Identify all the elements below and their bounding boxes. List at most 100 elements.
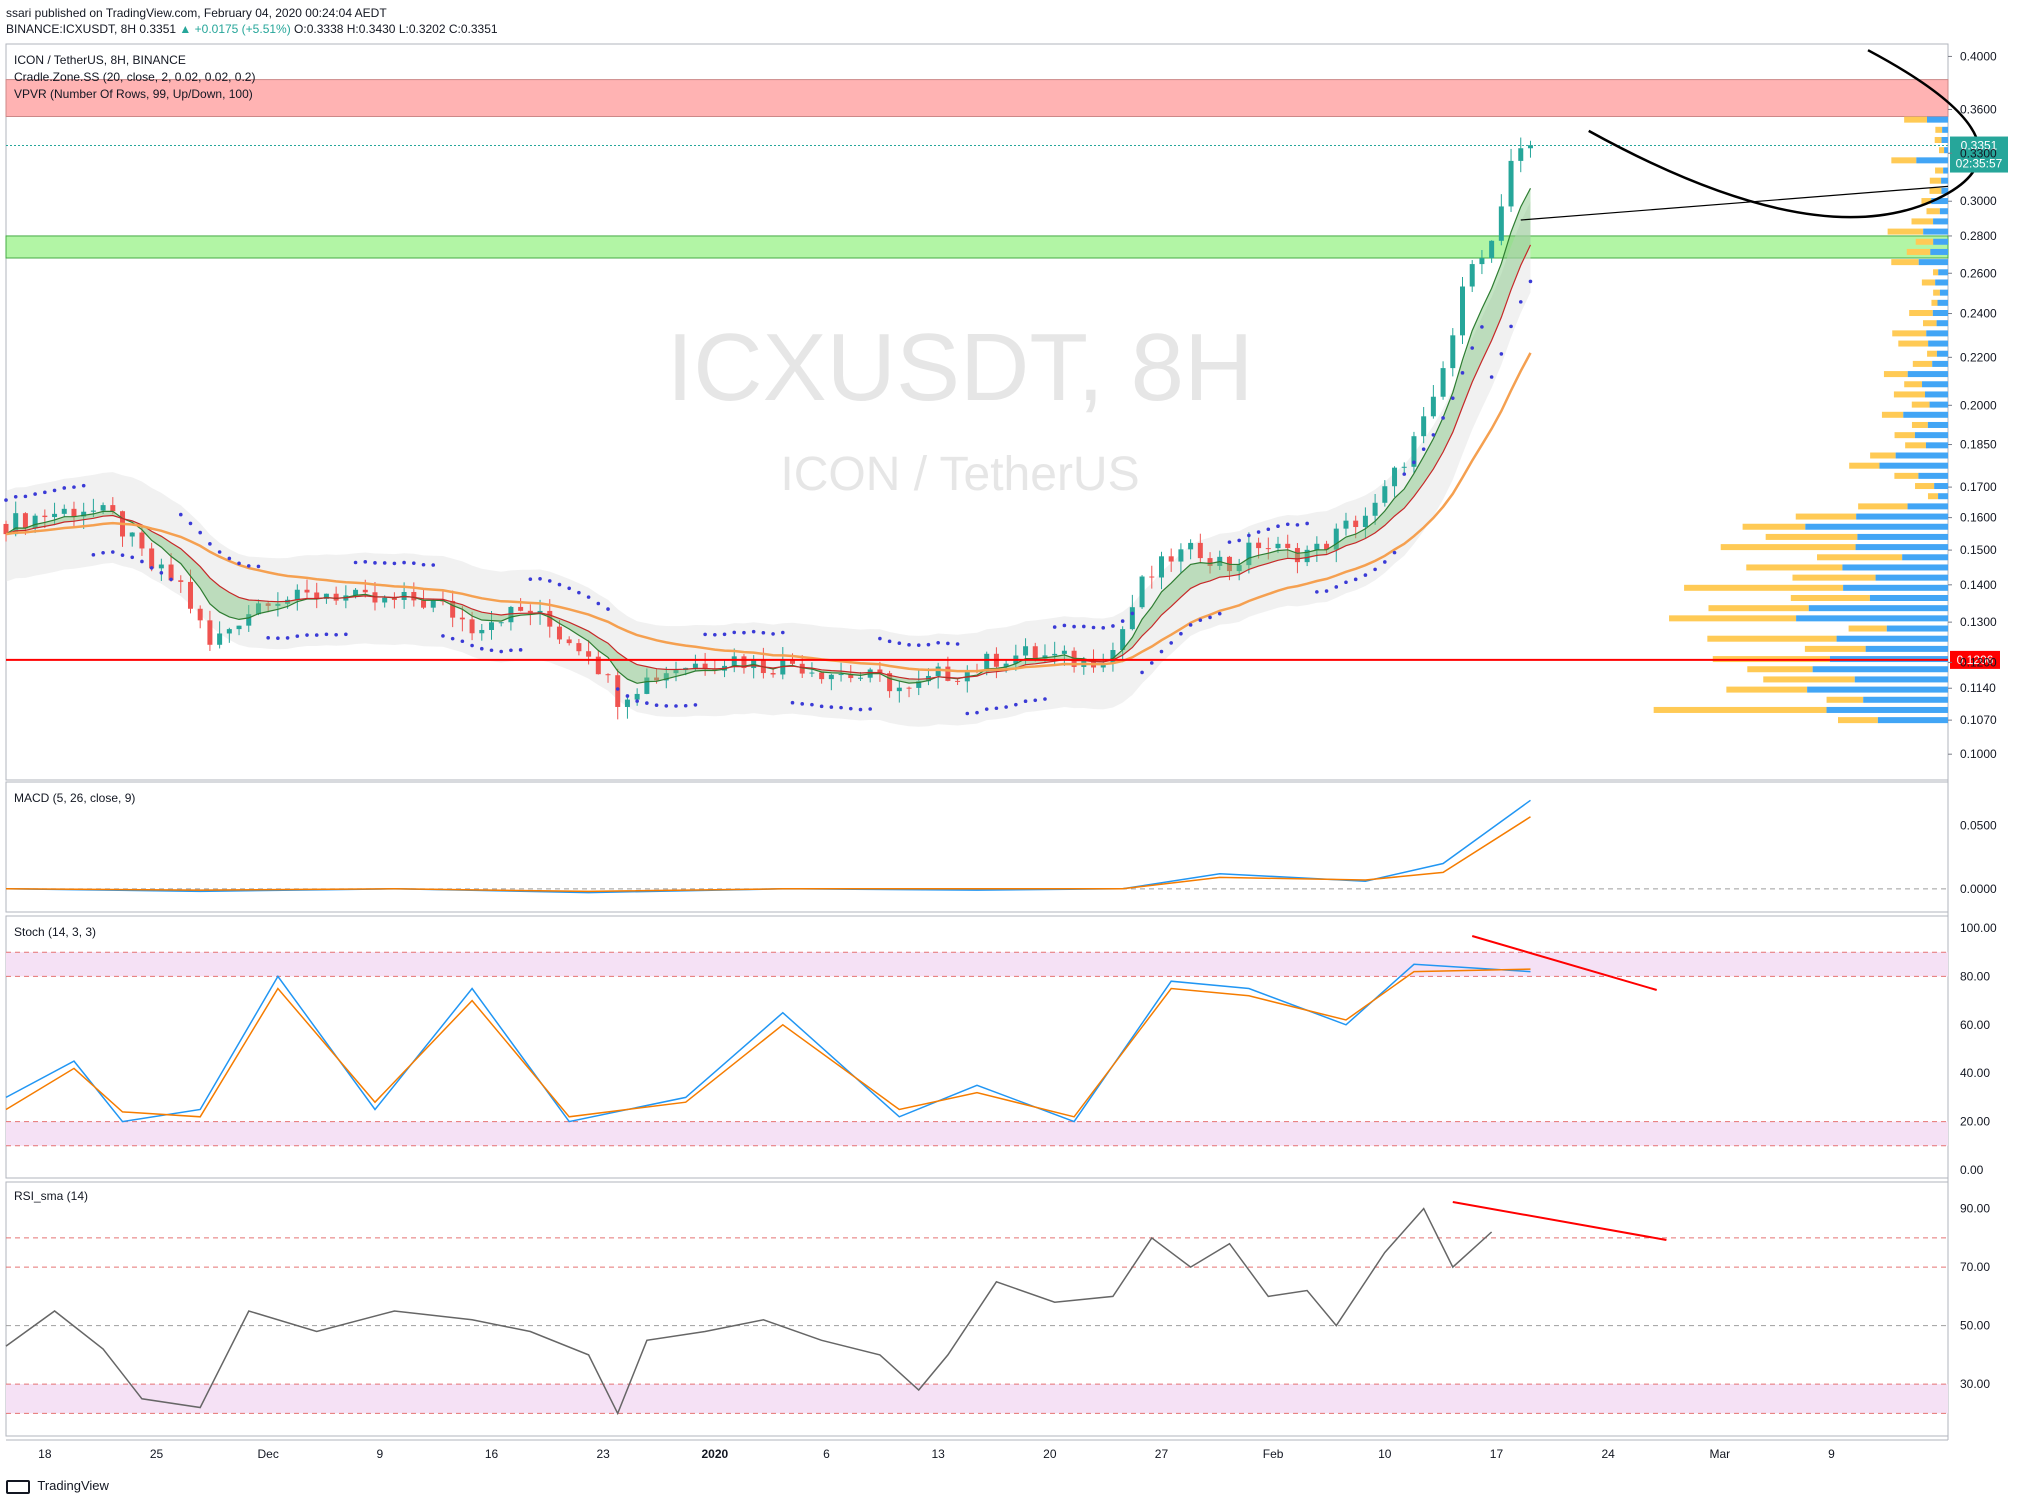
vp-bar-up — [1942, 126, 1948, 133]
psar-dot — [1344, 580, 1348, 585]
vp-bar-down — [1838, 717, 1878, 724]
psar-dot — [363, 560, 368, 564]
x-tick-label: 9 — [1828, 1447, 1835, 1461]
vp-bar-down — [1858, 503, 1908, 510]
sub-y-tick-label: 100.00 — [1960, 921, 1997, 935]
vp-bar-down — [1894, 432, 1915, 439]
vp-bar-down — [1887, 228, 1924, 235]
psar-dot — [130, 555, 135, 560]
psar-dot — [1509, 324, 1513, 329]
vp-bar-up — [1932, 310, 1948, 317]
ob-zone-2 — [6, 952, 1948, 977]
vp-bar-down — [1905, 442, 1926, 449]
candle-body — [265, 603, 271, 606]
candle-body — [518, 606, 524, 611]
psar-dot — [1276, 524, 1280, 528]
x-tick-label: 23 — [596, 1447, 610, 1461]
candle-body — [304, 589, 310, 593]
candle-body — [586, 651, 592, 657]
candle-body — [479, 629, 485, 634]
vp-bar-up — [1926, 330, 1948, 337]
psar-dot — [926, 642, 931, 647]
psar-dot — [324, 632, 329, 637]
psar-dot — [771, 632, 775, 636]
vp-bar-down — [1911, 218, 1934, 225]
rsi-legend: RSI_sma (14) — [14, 1189, 89, 1203]
y-tick-label: 0.2400 — [1960, 307, 1997, 321]
candle-body — [741, 656, 747, 669]
y-tick-label: 0.1070 — [1960, 713, 1997, 727]
vp-bar-up — [1922, 381, 1948, 388]
candle-body — [1178, 549, 1184, 562]
candle-body — [1168, 556, 1174, 562]
vp-bar-down — [1923, 320, 1937, 327]
vp-bar-up — [1857, 533, 1948, 540]
candle-body — [294, 589, 300, 600]
x-tick-label: 10 — [1378, 1447, 1392, 1461]
candle-body — [877, 669, 883, 674]
psar-dot — [499, 649, 504, 654]
psar-dot — [887, 639, 892, 644]
candle-body — [275, 603, 281, 606]
vp-bar-up — [1854, 676, 1948, 683]
y-tick-label: 0.1300 — [1960, 615, 1997, 629]
vp-bar-up — [1931, 198, 1948, 205]
volume-profile — [1653, 116, 1948, 724]
vp-bar-up — [1886, 625, 1948, 632]
psar-dot — [1052, 625, 1057, 629]
vp-bar-up — [1836, 635, 1948, 642]
psar-dot — [1227, 540, 1232, 544]
series-line — [5, 1207, 1493, 1416]
vp-bar-up — [1843, 584, 1948, 591]
candle-body — [1508, 160, 1514, 207]
y-tick-label: 0.2800 — [1960, 229, 1997, 243]
y-tick-label: 0.1400 — [1960, 578, 1997, 592]
psar-dot — [1373, 567, 1377, 572]
psar-dot — [1412, 460, 1416, 465]
sub-y-tick-label: 90.00 — [1960, 1202, 1990, 1216]
candle-body — [353, 589, 359, 596]
vp-bar-up — [1927, 421, 1948, 428]
psar-dot — [1033, 698, 1038, 703]
y-tick-label: 0.4000 — [1960, 49, 1997, 63]
vp-bar-up — [1932, 360, 1948, 367]
psar-dot — [120, 553, 125, 557]
psar-dot — [43, 490, 47, 495]
psar-dot — [441, 634, 445, 638]
y-tick-label: 0.2200 — [1960, 350, 1997, 364]
candle-body — [1469, 264, 1475, 287]
candle-body — [1518, 148, 1524, 161]
psar-dot — [625, 694, 630, 698]
psar-dot — [1062, 623, 1067, 628]
psar-dot — [1111, 624, 1115, 628]
vp-bar-up — [1935, 279, 1948, 286]
support-price-label: 0.1206 — [1957, 653, 1994, 667]
y-tick-label: 0.2000 — [1960, 398, 1997, 412]
psar-dot — [81, 483, 86, 488]
psar-dot — [1470, 346, 1475, 350]
vp-bar-down — [1742, 523, 1806, 530]
candle-body — [1450, 335, 1456, 369]
vp-bar-down — [1904, 381, 1923, 388]
candle-body — [110, 505, 116, 512]
psar-dot — [140, 559, 144, 564]
psar-dot — [295, 634, 300, 638]
candle-body — [955, 680, 961, 682]
candle-body — [1430, 396, 1436, 417]
candle-body — [1304, 549, 1310, 563]
candle-body — [61, 508, 67, 514]
x-tick-label: Dec — [257, 1447, 278, 1461]
last-price-tag — [1950, 136, 2008, 173]
psar-dot — [984, 707, 989, 711]
candle-body — [1197, 542, 1203, 559]
candle-body — [1265, 548, 1271, 550]
x-tick-label: 13 — [931, 1447, 945, 1461]
candle-body — [1246, 542, 1252, 566]
candle-body — [1421, 416, 1427, 437]
sub-y-tick-label: 50.00 — [1960, 1319, 1990, 1333]
candle-body — [226, 629, 232, 634]
candle-body — [654, 677, 660, 681]
psar-dot — [674, 704, 678, 708]
vp-bar-down — [1870, 452, 1896, 459]
